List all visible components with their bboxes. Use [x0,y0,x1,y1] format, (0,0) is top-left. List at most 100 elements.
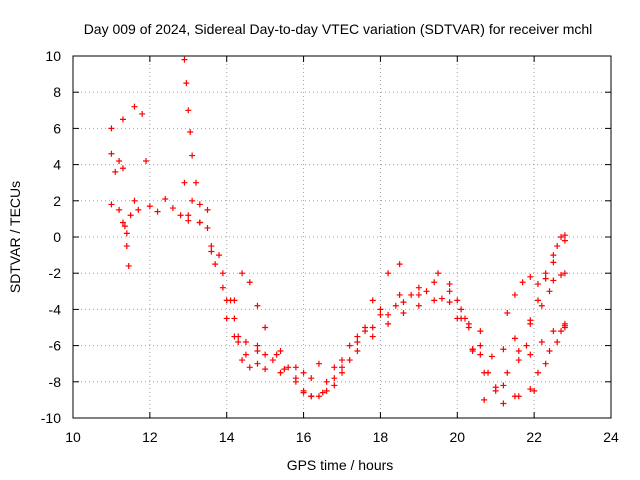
data-point [154,208,161,215]
data-point [438,295,445,302]
data-point [262,324,269,331]
data-point [239,357,246,364]
data-point [189,152,196,159]
data-point [561,237,568,244]
x-tick-labels: 10 12 14 16 18 20 22 24 [65,429,619,445]
data-point [511,335,518,342]
data-point [254,342,261,349]
data-point [323,378,330,385]
data-point [458,306,465,313]
data-point [400,310,407,317]
data-point [511,393,518,400]
data-point [204,206,211,213]
data-point [315,393,322,400]
data-point [423,288,430,295]
data-point [554,243,561,250]
data-point [515,348,522,355]
y-tick-label: -6 [49,338,62,354]
data-point [339,369,345,376]
data-point [196,201,203,208]
data-point [550,252,557,259]
data-point [315,360,322,367]
y-tick-label: 2 [53,193,61,209]
data-point [162,195,169,202]
data-point [242,338,249,345]
data-point [531,387,538,394]
data-point [116,206,123,213]
data-point [527,273,534,280]
data-point [204,224,211,231]
data-point [189,197,196,204]
data-point [181,179,188,186]
data-point [385,270,392,277]
series-track-d [121,223,132,269]
data-point [121,223,128,230]
data-point [139,110,146,117]
data-point [208,243,215,250]
data-point [561,232,568,239]
series-track-a [108,103,150,164]
y-axis-label: SDTVAR / TECUs [7,181,23,293]
data-point [523,342,530,349]
y-tick-label: -10 [41,410,61,426]
y-tick-label: 6 [53,120,61,136]
data-point [254,302,261,309]
data-point [331,375,338,382]
data-point [385,320,392,327]
data-point [369,297,376,304]
data-point [219,284,226,291]
series-track-b [108,150,126,175]
data-point [500,400,507,407]
data-point [415,291,422,298]
data-point [185,217,192,224]
data-point [262,366,269,373]
data-point [231,315,238,322]
data-point [477,351,484,358]
data-point [458,315,465,322]
data-point [131,103,138,110]
data-point [542,275,549,282]
plot-frame [72,55,612,419]
data-point [546,348,553,355]
x-tick-label: 22 [526,429,542,445]
data-point [323,387,330,394]
data-point [550,259,557,266]
data-point [235,338,242,345]
data-point [331,382,338,389]
data-point [216,252,223,259]
data-point [446,288,453,295]
x-tick-label: 18 [373,429,389,445]
data-point [431,279,438,286]
series-track-o [527,232,568,324]
data-point [219,270,226,277]
data-point [477,342,484,349]
data-point [377,311,384,318]
data-point [223,315,230,322]
data-point [346,357,353,364]
data-point [112,168,119,175]
data-point [550,277,557,284]
data-point [125,262,132,269]
data-point [146,203,153,210]
data-point [227,297,234,304]
x-tick-label: 14 [219,429,235,445]
data-point [415,284,422,291]
data-point [396,291,403,298]
series-track-m [504,237,568,317]
data-point [208,248,215,255]
data-point [277,369,284,376]
data-point [454,297,461,304]
data-point [534,369,541,376]
data-point [254,360,261,367]
data-point [550,328,557,335]
data-point [119,219,126,226]
y-tick-label: -8 [49,374,62,390]
x-tick-label: 20 [449,429,465,445]
series-track-h [185,212,488,403]
data-point [515,357,522,364]
data-point [143,157,150,164]
data-point [415,302,422,309]
data-point [292,378,299,385]
data-point [504,310,511,317]
x-tick-label: 10 [65,429,81,445]
